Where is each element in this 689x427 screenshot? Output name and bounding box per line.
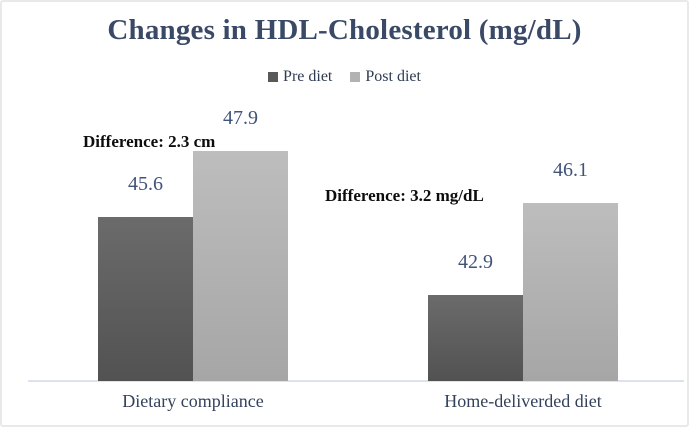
bar-value-label: 46.1 bbox=[553, 158, 588, 181]
difference-annotation: Difference: 2.3 cm bbox=[83, 132, 216, 151]
legend-label-pre-diet: Pre diet bbox=[283, 68, 333, 85]
difference-annotation: Difference: 3.2 mg/dL bbox=[325, 186, 484, 205]
post-diet-swatch-icon bbox=[350, 72, 361, 82]
legend-item-pre-diet: Pre diet bbox=[268, 68, 332, 86]
x-axis-line bbox=[28, 380, 684, 382]
bar-value-label: 47.9 bbox=[223, 107, 258, 130]
chart-title: Changes in HDL-Cholesterol (mg/dL) bbox=[107, 14, 582, 46]
bar-value-label: 45.6 bbox=[128, 173, 163, 196]
pre-diet-swatch-icon bbox=[268, 72, 279, 82]
pre-diet-bar bbox=[428, 294, 523, 381]
bar-value-label: 42.9 bbox=[458, 250, 493, 273]
category-label: Home-deliverded diet bbox=[444, 391, 602, 411]
legend-item-post-diet: Post diet bbox=[350, 68, 421, 86]
post-diet-bar bbox=[523, 202, 618, 381]
category-label: Dietary compliance bbox=[122, 391, 264, 411]
pre-diet-bar bbox=[98, 217, 193, 381]
legend-label-post-diet: Post diet bbox=[365, 68, 421, 85]
post-diet-bar bbox=[193, 151, 288, 381]
chart-legend: Pre diet Post diet bbox=[2, 68, 687, 86]
